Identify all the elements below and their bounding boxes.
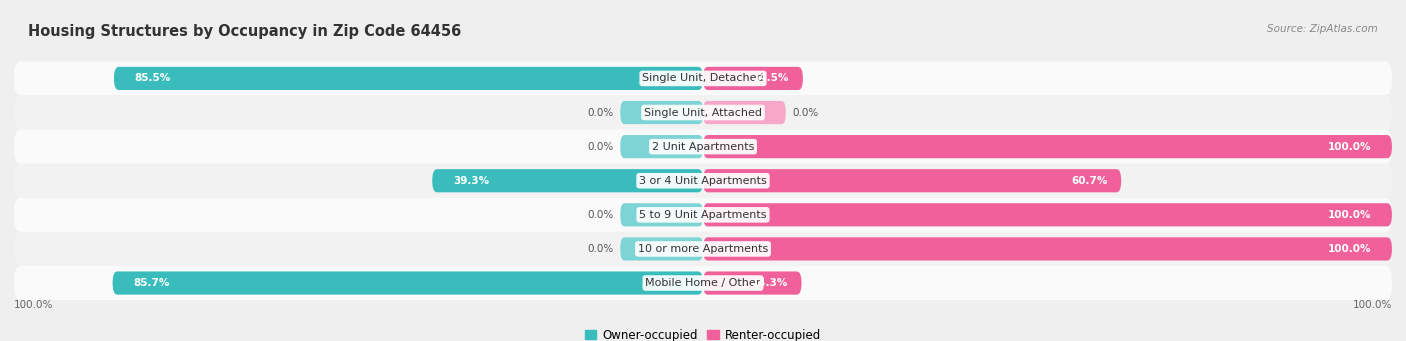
FancyBboxPatch shape [112,271,703,295]
Text: 3 or 4 Unit Apartments: 3 or 4 Unit Apartments [640,176,766,186]
FancyBboxPatch shape [620,135,703,158]
FancyBboxPatch shape [114,67,703,90]
Text: 5 to 9 Unit Apartments: 5 to 9 Unit Apartments [640,210,766,220]
FancyBboxPatch shape [14,95,1392,130]
FancyBboxPatch shape [703,169,1121,192]
Text: Mobile Home / Other: Mobile Home / Other [645,278,761,288]
Text: 14.3%: 14.3% [751,278,787,288]
Text: 100.0%: 100.0% [1327,142,1371,152]
FancyBboxPatch shape [703,67,803,90]
FancyBboxPatch shape [703,237,1392,261]
FancyBboxPatch shape [620,203,703,226]
FancyBboxPatch shape [620,237,703,261]
Text: 10 or more Apartments: 10 or more Apartments [638,244,768,254]
Text: 0.0%: 0.0% [793,107,818,118]
FancyBboxPatch shape [703,135,1392,158]
Text: 14.5%: 14.5% [752,73,789,84]
FancyBboxPatch shape [14,130,1392,164]
FancyBboxPatch shape [432,169,703,192]
Text: 85.5%: 85.5% [135,73,172,84]
FancyBboxPatch shape [14,232,1392,266]
FancyBboxPatch shape [620,101,703,124]
FancyBboxPatch shape [703,101,786,124]
Text: 39.3%: 39.3% [453,176,489,186]
Text: 0.0%: 0.0% [588,210,613,220]
Text: 100.0%: 100.0% [1327,244,1371,254]
Text: Source: ZipAtlas.com: Source: ZipAtlas.com [1267,24,1378,34]
FancyBboxPatch shape [14,164,1392,198]
FancyBboxPatch shape [703,271,801,295]
Text: Housing Structures by Occupancy in Zip Code 64456: Housing Structures by Occupancy in Zip C… [28,24,461,39]
Text: Single Unit, Attached: Single Unit, Attached [644,107,762,118]
Text: 0.0%: 0.0% [588,107,613,118]
FancyBboxPatch shape [14,198,1392,232]
FancyBboxPatch shape [703,203,1392,226]
Text: 0.0%: 0.0% [588,244,613,254]
FancyBboxPatch shape [14,266,1392,300]
Text: 85.7%: 85.7% [134,278,170,288]
Text: Single Unit, Detached: Single Unit, Detached [643,73,763,84]
Text: 0.0%: 0.0% [588,142,613,152]
Text: 100.0%: 100.0% [1327,210,1371,220]
Text: 100.0%: 100.0% [14,300,53,310]
Text: 60.7%: 60.7% [1071,176,1108,186]
Legend: Owner-occupied, Renter-occupied: Owner-occupied, Renter-occupied [579,324,827,341]
Text: 100.0%: 100.0% [1353,300,1392,310]
FancyBboxPatch shape [14,61,1392,95]
Text: 2 Unit Apartments: 2 Unit Apartments [652,142,754,152]
